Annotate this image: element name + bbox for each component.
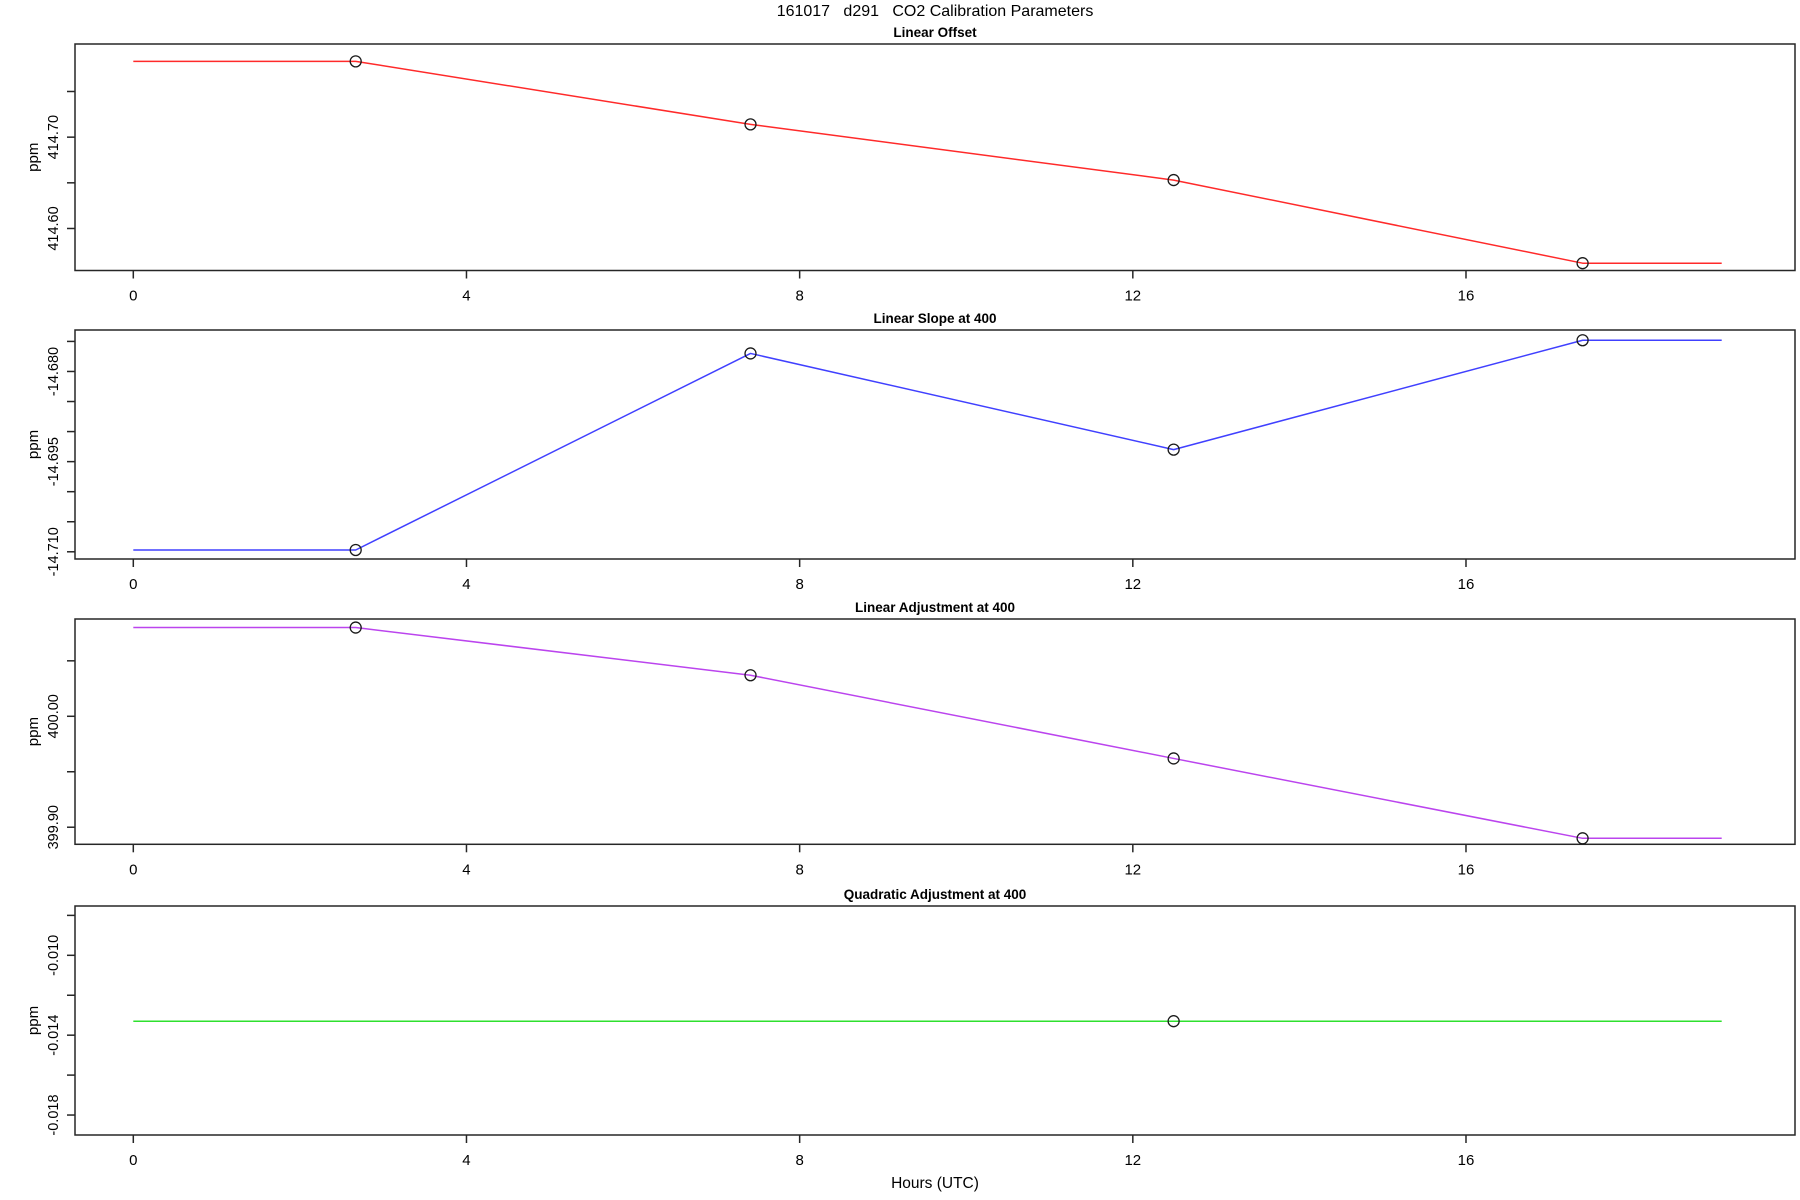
panel-border [74,329,1796,560]
y-axis-label: ppm [25,143,42,172]
data-point-marker [1167,1015,1180,1028]
y-tick-label: 414.70 [46,115,62,159]
data-point-marker [1576,257,1589,270]
x-tick-label: 0 [129,861,137,878]
x-tick-label: 12 [1124,576,1141,593]
y-tick-label: -14.680 [46,347,62,396]
x-tick-label: 0 [129,1152,137,1169]
x-tick-label: 0 [129,576,137,593]
data-point-marker [744,118,757,131]
figure-title: 161017 d291 CO2 Calibration Parameters [776,3,1094,20]
y-axis-label: ppm [25,430,42,459]
data-point-marker [1576,334,1589,347]
x-tick-label: 12 [1124,1152,1141,1169]
y-tick-label: -0.010 [46,935,62,976]
data-point-marker [349,621,362,634]
data-line [133,339,1722,551]
panel-border [74,905,1796,1136]
panel-title: Linear Adjustment at 400 [855,600,1015,615]
x-tick-label: 12 [1124,861,1141,878]
x-tick-label: 4 [462,861,470,878]
x-tick-label: 16 [1458,861,1475,878]
x-tick-label: 8 [795,861,803,878]
panel-border [74,43,1796,272]
data-line [133,626,1722,840]
x-tick-label: 0 [129,288,137,305]
y-tick-label: 399.90 [46,805,62,849]
panel-title: Linear Slope at 400 [873,311,996,326]
data-point-marker [1167,752,1180,765]
data-point-marker [349,543,362,557]
panel-border [74,618,1796,846]
data-line [133,60,1722,264]
x-tick-label: 8 [795,576,803,593]
x-tick-label: 12 [1124,288,1141,305]
data-point-marker [349,55,362,68]
data-point-marker [744,669,757,682]
y-tick-label: -14.695 [46,437,62,486]
x-tick-label: 8 [795,1152,803,1169]
x-tick-label: 8 [795,288,803,305]
data-point-marker [1576,832,1589,845]
x-tick-label: 4 [462,1152,470,1169]
y-tick-label: -14.710 [46,527,62,576]
y-axis-label: ppm [25,1006,42,1035]
y-tick-label: -0.014 [46,1015,62,1056]
x-tick-label: 4 [462,288,470,305]
data-point-marker [744,347,757,360]
x-tick-label: 4 [462,576,470,593]
panel-title: Linear Offset [893,25,977,40]
y-tick-label: 414.60 [46,206,62,250]
data-point-marker [1167,173,1180,187]
x-tick-label: 16 [1458,576,1475,593]
y-tick-label: 400.00 [46,694,62,738]
x-axis-label: Hours (UTC) [891,1175,979,1192]
y-axis-label: ppm [25,717,42,746]
x-tick-label: 16 [1458,288,1475,305]
y-tick-label: -0.018 [46,1094,62,1135]
panel-title: Quadratic Adjustment at 400 [844,887,1027,902]
x-tick-label: 16 [1458,1152,1475,1169]
data-point-marker [1167,443,1180,456]
